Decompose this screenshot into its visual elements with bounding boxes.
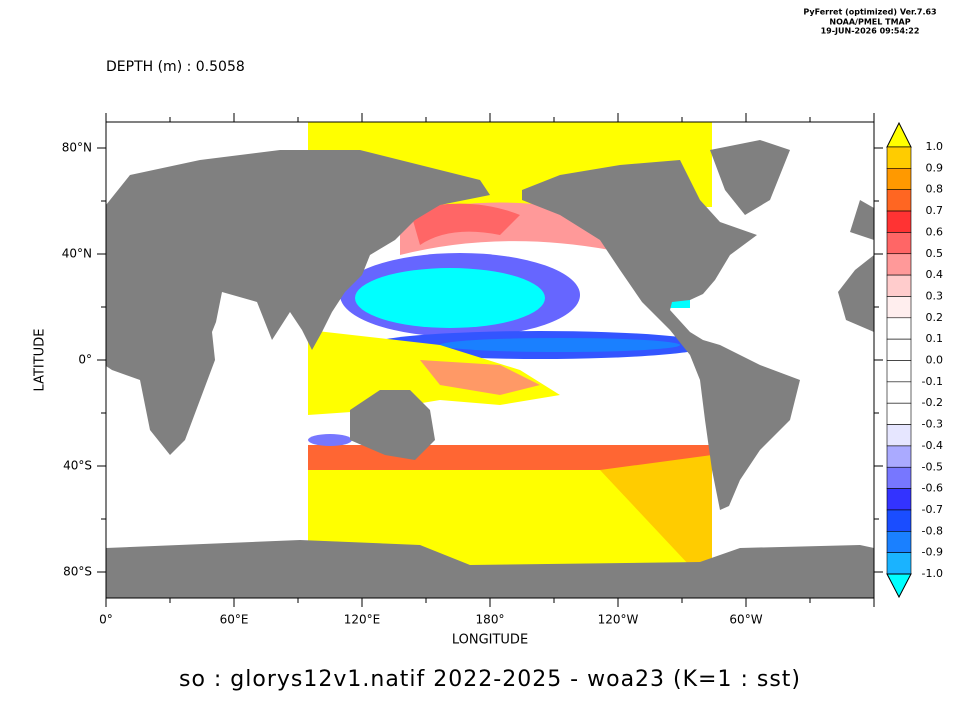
colorbar-label: 0.6 bbox=[926, 225, 944, 238]
colorbar-label: 0.4 bbox=[926, 268, 944, 281]
colorbar-triangle bbox=[886, 121, 912, 148]
colorbar-label: 0.8 bbox=[926, 183, 944, 196]
map bbox=[105, 121, 875, 599]
y-axis-label: LATITUDE bbox=[33, 329, 48, 392]
colorbar-label: -0.2 bbox=[922, 396, 943, 409]
software: PyFerret (optimized) Ver.7.63 bbox=[803, 8, 936, 17]
y-tick-label: 80°S bbox=[63, 565, 92, 579]
colorbar-label: 1.0 bbox=[926, 140, 944, 153]
colorbar-bin bbox=[886, 274, 912, 297]
y-tick-label: 40°N bbox=[62, 247, 92, 261]
colorbar-bin bbox=[886, 253, 912, 276]
colorbar-bin bbox=[886, 189, 912, 212]
caption: so : glorys12v1.natif 2022-2025 - woa23 … bbox=[179, 667, 801, 692]
colorbar-bin bbox=[886, 445, 912, 468]
colorbar-bin bbox=[886, 360, 912, 383]
colorbar-label: -0.8 bbox=[922, 524, 943, 537]
x-tick-label: 120°W bbox=[598, 613, 639, 627]
colorbar-label: -0.4 bbox=[922, 439, 943, 452]
y-tick-label: 0° bbox=[78, 353, 92, 367]
colorbar-label: -0.5 bbox=[922, 460, 943, 473]
x-tick-label: 60°E bbox=[220, 613, 249, 627]
colorbar-bin bbox=[886, 552, 912, 575]
colorbar-label: -0.1 bbox=[922, 375, 943, 388]
x-tick-label: 120°E bbox=[344, 613, 381, 627]
colorbar-label: 0.1 bbox=[926, 332, 944, 345]
colorbar-bin bbox=[886, 381, 912, 404]
depth-label: DEPTH (m) : 0.5058 bbox=[106, 59, 245, 75]
colorbar-label: 0.2 bbox=[926, 311, 944, 324]
colorbar-bin bbox=[886, 402, 912, 425]
colorbar-bin bbox=[886, 488, 912, 511]
colorbar-bin bbox=[886, 466, 912, 489]
colorbar-bin bbox=[886, 146, 912, 169]
colorbar-bin bbox=[886, 168, 912, 191]
colorbar-bin bbox=[886, 232, 912, 255]
colorbar-bin bbox=[886, 530, 912, 553]
colorbar-bin bbox=[886, 509, 912, 532]
x-tick-label: 180° bbox=[476, 613, 505, 627]
colorbar-bin bbox=[886, 210, 912, 233]
colorbar-bin bbox=[886, 317, 912, 340]
colorbar-label: -0.9 bbox=[922, 546, 943, 559]
colorbar-label: 0.0 bbox=[926, 354, 944, 367]
colorbar-bin bbox=[886, 296, 912, 319]
x-tick-label: 60°W bbox=[729, 613, 762, 627]
colorbar-label: -0.3 bbox=[922, 418, 943, 431]
colorbar-label: 0.9 bbox=[926, 161, 944, 174]
colorbar-label: 0.5 bbox=[926, 247, 944, 260]
colorbar-label: 0.3 bbox=[926, 289, 944, 302]
colorbar-label: -0.6 bbox=[922, 482, 943, 495]
colorbar-bin bbox=[886, 424, 912, 447]
colorbar-bin bbox=[886, 338, 912, 361]
colorbar-triangle bbox=[886, 573, 912, 599]
x-axis-label: LONGITUDE bbox=[452, 633, 528, 648]
y-tick-label: 40°S bbox=[63, 459, 92, 473]
x-tick-label: 0° bbox=[99, 613, 113, 627]
colorbar-label: -1.0 bbox=[922, 567, 943, 580]
org: NOAA/PMEL TMAP bbox=[829, 18, 910, 27]
colorbar-label: 0.7 bbox=[926, 204, 944, 217]
y-tick-label: 80°N bbox=[62, 141, 92, 155]
timestamp: 19-JUN-2026 09:54:22 bbox=[821, 27, 920, 36]
colorbar-label: -0.7 bbox=[922, 503, 943, 516]
